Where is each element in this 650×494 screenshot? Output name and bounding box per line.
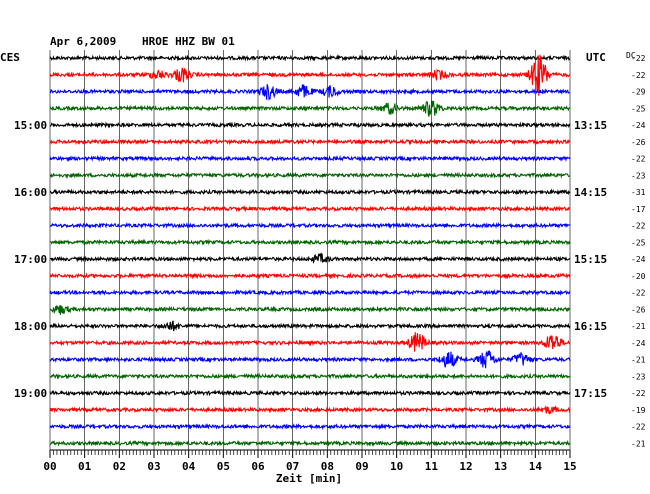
x-tick-label: 07: [286, 460, 299, 473]
trace-row-20: [49, 372, 571, 380]
dc-value: -29: [631, 88, 646, 97]
dc-value: -21: [631, 356, 646, 365]
x-tick-label: 04: [182, 460, 196, 473]
trace-row-8: [49, 171, 571, 179]
dc-value: -22: [631, 423, 646, 432]
seismic-traces: [49, 54, 571, 447]
trace-row-10: [49, 205, 571, 213]
left-hour-label: 15:00: [14, 119, 47, 132]
dc-value: -25: [631, 238, 646, 247]
x-tick-label: 13: [494, 460, 507, 473]
trace-row-21: [49, 389, 571, 397]
dc-value: -21: [631, 322, 646, 331]
dc-value: -17: [631, 205, 646, 214]
left-timezone: CES: [0, 51, 20, 64]
minute-gridlines: [49, 50, 571, 450]
trace-row-22: [49, 405, 571, 415]
right-hour-label: 15:15: [574, 253, 607, 266]
trace-row-7: [49, 154, 571, 163]
dc-value: -26: [631, 138, 646, 147]
left-hour-labels: 15:00 16:00 17:00 18:00 19:00: [14, 119, 47, 400]
trace-row-18: [49, 332, 571, 352]
x-tick-label: 03: [147, 460, 160, 473]
dc-value: -24: [631, 121, 646, 130]
dc-value: -21: [631, 439, 646, 448]
trace-row-11: [49, 221, 571, 230]
x-tick-label: 00: [43, 460, 56, 473]
left-hour-label: 19:00: [14, 387, 47, 400]
trace-row-3: [49, 84, 571, 101]
x-tick-label: 11: [425, 460, 439, 473]
dc-value: -23: [631, 372, 646, 381]
dc-value: -22: [631, 389, 646, 398]
x-tick-label: 02: [113, 460, 126, 473]
x-tick-label: 05: [217, 460, 230, 473]
x-axis-label: Zeit [min]: [276, 472, 342, 485]
recording-date: Apr 6,2009: [50, 35, 116, 48]
trace-row-14: [49, 272, 571, 280]
dc-value: -22: [631, 54, 646, 63]
right-timezone: UTC: [586, 51, 606, 64]
dc-value: -22: [631, 289, 646, 298]
trace-row-23: [49, 422, 571, 431]
dc-value: -22: [631, 71, 646, 80]
trace-row-12: [49, 238, 571, 246]
right-hour-label: 14:15: [574, 186, 607, 199]
trace-row-13: [49, 252, 571, 264]
trace-row-1: [49, 54, 571, 62]
x-tick-label: 12: [459, 460, 472, 473]
left-hour-label: 16:00: [14, 186, 47, 199]
dc-value: -31: [631, 188, 646, 197]
dc-value: -20: [631, 272, 646, 281]
dc-value: -22: [631, 155, 646, 164]
trace-row-16: [49, 305, 571, 315]
trace-row-24: [49, 439, 571, 447]
dc-value: -25: [631, 104, 646, 113]
trace-row-4: [49, 100, 571, 117]
station-code: HROE HHZ BW 01: [142, 35, 235, 48]
right-hour-labels: 13:15 14:15 15:15 16:15 17:15: [574, 119, 607, 400]
x-tick-label: 08: [321, 460, 334, 473]
right-hour-label: 17:15: [574, 387, 607, 400]
left-hour-label: 18:00: [14, 320, 47, 333]
x-tick-label: 09: [355, 460, 368, 473]
dc-value: -24: [631, 255, 646, 264]
right-hour-label: 13:15: [574, 119, 607, 132]
x-axis: 00 01 02 03 04 05 06 07 08 09 10 11 12 13 14 15: [43, 449, 577, 473]
dc-value: -24: [631, 339, 646, 348]
trace-row-15: [49, 288, 571, 297]
x-tick-label: 14: [529, 460, 543, 473]
trace-row-6: [49, 138, 571, 146]
x-tick-label: 01: [78, 460, 92, 473]
x-tick-label: 15: [563, 460, 576, 473]
trace-row-2: [49, 54, 571, 96]
x-tick-label: 06: [251, 460, 265, 473]
left-hour-label: 17:00: [14, 253, 47, 266]
trace-row-17: [49, 320, 571, 332]
dc-value: -26: [631, 305, 646, 314]
dc-value: -23: [631, 171, 646, 180]
dc-value: -22: [631, 222, 646, 231]
dc-header: DC: [626, 51, 636, 60]
dc-offset-labels: -22 -22 -29 -25 -24 -26 -22 -23 -31 -17 -22 -25 -24 -…: [631, 54, 646, 448]
x-tick-label: 10: [390, 460, 403, 473]
trace-row-19: [49, 349, 571, 369]
trace-row-9: [49, 188, 571, 196]
trace-row-5: [49, 121, 571, 129]
dc-value: -19: [631, 406, 646, 415]
right-hour-label: 16:15: [574, 320, 607, 333]
